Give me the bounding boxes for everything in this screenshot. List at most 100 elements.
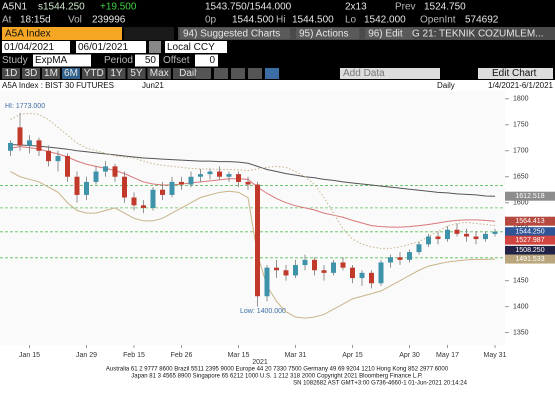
candle-body [46,150,51,162]
candle-body [397,257,403,260]
range-label[interactable]: 6M [64,68,78,79]
candle-body [27,140,32,146]
icon[interactable] [265,68,279,79]
study[interactable]: ExpMA [35,55,68,66]
range-label[interactable]: YTD [84,68,104,79]
plot: Jan 15 Jan 29 Feb 15 Feb 26 Mar 15 Mar 31 Apr … [0,96,555,359]
candle-body [483,233,488,240]
candle-body [217,171,222,177]
range-button[interactable] [107,68,126,79]
y-tick-label: 1800 [513,96,529,103]
open: 1544.500 [232,15,274,26]
range-button[interactable] [22,68,40,79]
study-box[interactable] [33,54,91,67]
candle-body [416,244,422,253]
range-label[interactable]: 1D [5,68,18,79]
period-box[interactable] [135,54,159,67]
candle-body [293,265,298,276]
candle-body [103,166,108,172]
candle-body [369,272,374,284]
security[interactable]: A5A Index [5,29,51,40]
end-date[interactable]: 06/01/2021 [78,42,128,53]
range-label[interactable]: Daily [179,68,201,79]
candle-body [141,205,146,208]
candle-body [188,176,194,185]
y-tick-label: 1600 [513,200,529,207]
range-label[interactable]: 1Y [110,68,123,79]
offset-label: Offset [163,55,190,66]
start-date[interactable]: 01/04/2021 [4,42,54,53]
menu-button[interactable] [180,28,290,39]
bid-ask: 1543.750/1544.000 [205,2,292,13]
annotation: Low: 1400.000 [240,308,286,315]
hi-label: Hi [276,15,285,26]
change: +19.500 [100,2,137,13]
add-data-box[interactable] [340,68,440,79]
range-buttons: 1D 3D 1M 6M YTD 1Y 5Y Max Daily [2,68,208,79]
period-label: Period [104,55,133,66]
range-button[interactable] [62,68,80,79]
candle-body [169,181,175,195]
price-label-box [505,191,555,201]
spacer [124,27,174,40]
period[interactable]: 50 [145,55,157,66]
icon[interactable] [197,68,211,79]
icon[interactable] [231,68,245,79]
prev: 1524.750 [424,2,466,13]
candle-body [55,155,61,162]
candle-body [445,229,450,240]
offset-box[interactable] [195,54,218,67]
candle-body [160,189,165,195]
y-tick-label: 1650 [513,174,529,181]
candle-body [226,174,232,177]
range-label[interactable]: 1M [44,68,58,79]
edit-chart-box[interactable] [478,68,553,79]
indicator-line [10,144,496,197]
menu-label[interactable]: 94) Suggested Charts [183,29,280,40]
add-data[interactable]: Add Data [343,68,385,79]
end-date-box[interactable] [76,41,146,53]
menu-button[interactable] [296,28,360,39]
offset[interactable]: 0 [209,55,215,66]
range-button[interactable] [2,68,20,79]
currency[interactable]: Local CCY [167,42,215,53]
open-label: 0p [205,15,217,26]
range-button[interactable] [82,68,106,79]
candle-body [264,267,270,297]
price-label: 1564.413 [515,218,544,225]
range-button[interactable] [42,68,60,79]
range-label[interactable]: Max [150,68,169,79]
range-button[interactable] [147,68,172,79]
plot-area [0,91,505,345]
range-button[interactable] [127,68,146,79]
candle-body [426,236,431,245]
x-tick-label: Apr 15 [342,352,363,359]
menu-label[interactable]: 96) Edit [368,29,403,40]
icon[interactable] [248,68,262,79]
edit-chart[interactable]: Edit Chart [492,68,537,79]
candle-body [454,229,460,234]
security-box[interactable] [2,27,122,40]
range-label[interactable]: 3D [25,68,38,79]
candle-body [274,267,279,271]
candle-body [93,171,99,182]
year-label: 2021 [252,359,268,366]
time: 18:15d [20,15,51,26]
menu-button[interactable] [365,28,413,39]
y-tick-label: 1450 [513,277,529,284]
candle-body [255,184,260,297]
price-label-box [505,245,555,255]
candle-body [74,176,80,195]
candle-body [198,174,203,177]
price-label-box [505,235,555,245]
currency-box[interactable] [165,41,227,53]
annotation: HI: 1773.000 [5,103,45,110]
y-tick-label: 1350 [513,329,529,336]
page-name[interactable]: G 21: TEKNIK COZUMLEM... [412,29,544,40]
range-button[interactable] [173,68,208,79]
calendar-icon[interactable] [149,41,161,53]
icon[interactable] [214,68,228,79]
start-date-box[interactable] [2,41,70,53]
range-label[interactable]: 5Y [130,68,143,79]
menu-label[interactable]: 95) Actions [299,29,348,40]
